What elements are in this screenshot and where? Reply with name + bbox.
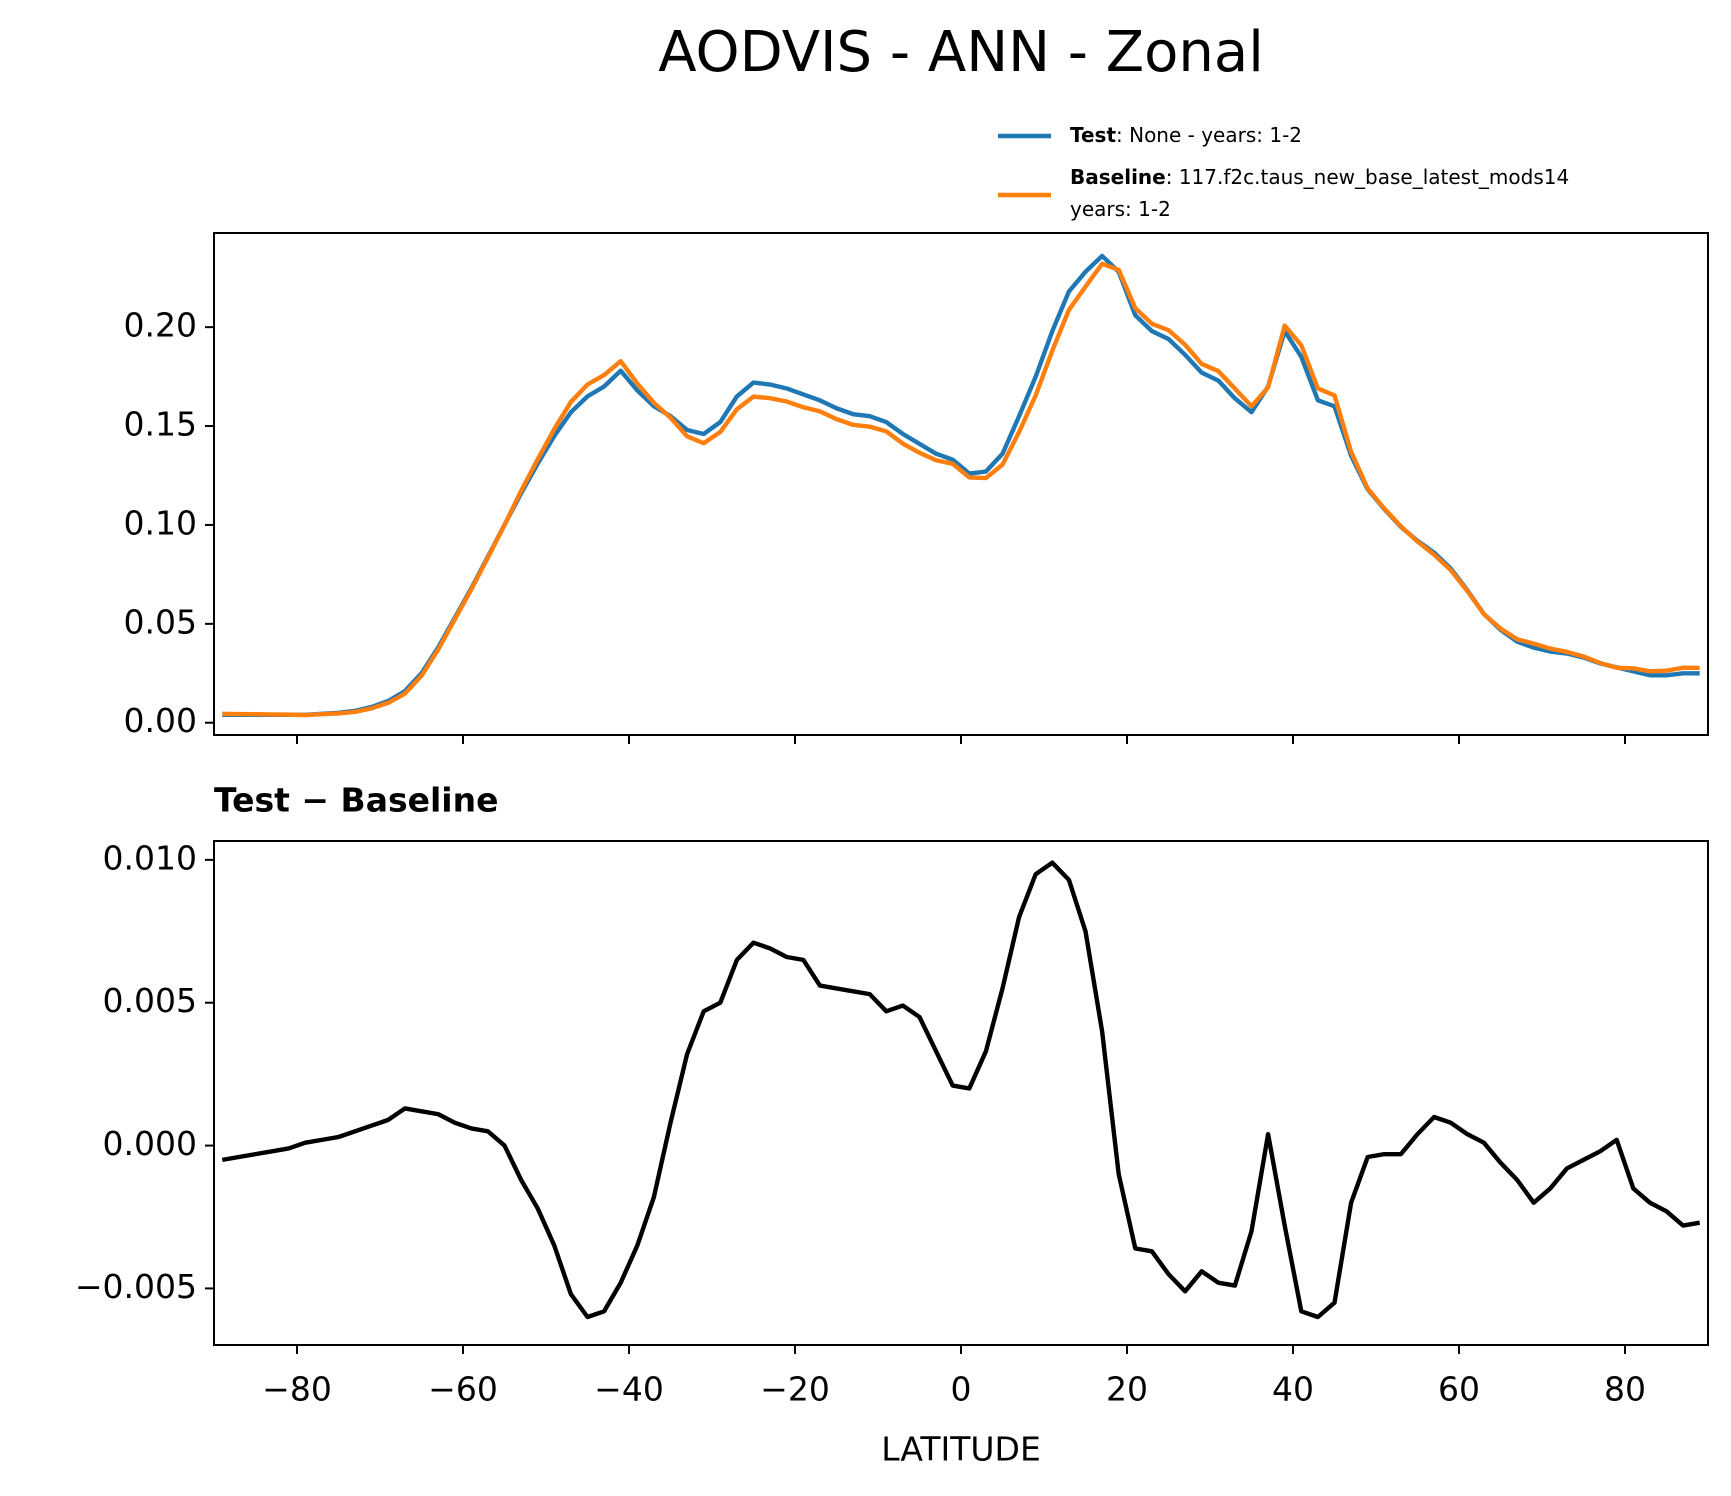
legend-name: Baseline (1070, 165, 1166, 189)
x-tick-label: −40 (594, 1370, 664, 1409)
legend-description: : 117.f2c.taus_new_base_latest_mods14 (1166, 165, 1569, 189)
x-tick-label: 80 (1604, 1370, 1646, 1409)
data-line (221, 860, 1701, 1320)
y-tick-label: −0.005 (75, 1267, 197, 1306)
y-tick-label: 0.20 (124, 306, 197, 345)
x-tick-label: 20 (1106, 1370, 1148, 1409)
x-tick-label: −20 (760, 1370, 830, 1409)
x-tick-label: 60 (1438, 1370, 1480, 1409)
figure-title: AODVIS - ANN - Zonal (658, 20, 1264, 85)
legend-label: Baseline: 117.f2c.taus_new_base_latest_m… (1070, 165, 1569, 189)
y-tick-label: 0.000 (103, 1124, 197, 1163)
axes-frame (213, 232, 1709, 736)
x-tick-label: −80 (262, 1370, 332, 1409)
x-axis-label: LATITUDE (881, 1430, 1041, 1469)
y-tick-label: 0.15 (124, 405, 197, 444)
legend-description: years: 1-2 (1070, 197, 1171, 221)
y-tick-label: 0.05 (124, 602, 197, 641)
axes-frame (213, 840, 1709, 1346)
legend-label: Test: None - years: 1-2 (1070, 123, 1302, 147)
x-tick-label: 40 (1272, 1370, 1314, 1409)
x-tick-label: −60 (428, 1370, 498, 1409)
data-line (222, 261, 1700, 718)
panel-title: Test − Baseline (214, 781, 499, 820)
y-tick-label: 0.00 (124, 701, 197, 740)
y-tick-label: 0.005 (103, 981, 197, 1020)
y-tick-label: 0.10 (124, 503, 197, 542)
y-tick-label: 0.010 (103, 838, 197, 877)
legend-name: Test (1070, 123, 1116, 147)
legend-label: years: 1-2 (1070, 197, 1171, 221)
legend-description: : None - years: 1-2 (1116, 123, 1302, 147)
x-tick-label: 0 (951, 1370, 972, 1409)
